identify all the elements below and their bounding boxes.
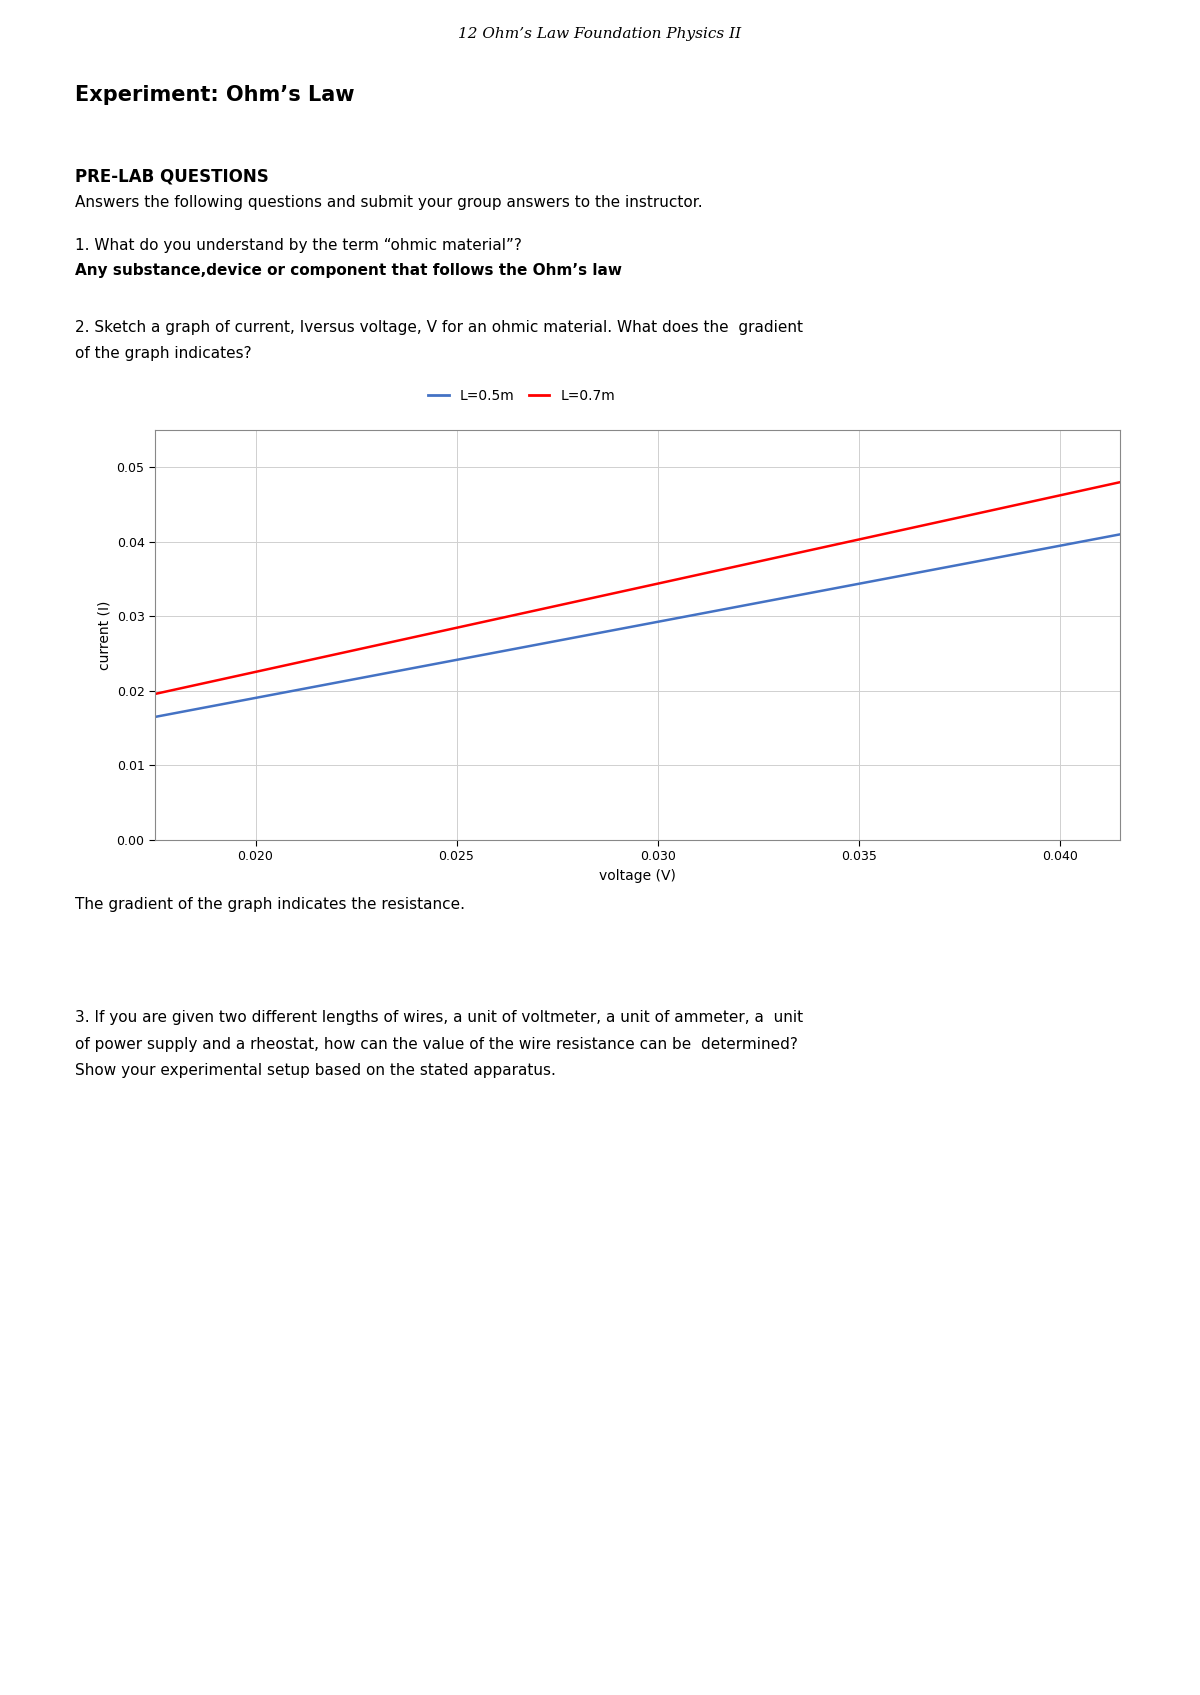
Text: Experiment: Ohm’s Law: Experiment: Ohm’s Law <box>74 85 354 105</box>
Text: PRE-LAB QUESTIONS: PRE-LAB QUESTIONS <box>74 168 269 186</box>
X-axis label: voltage (V): voltage (V) <box>599 870 676 883</box>
Text: 1. What do you understand by the term “ohmic material”?: 1. What do you understand by the term “o… <box>74 237 522 253</box>
Text: of power supply and a rheostat, how can the value of the wire resistance can be : of power supply and a rheostat, how can … <box>74 1037 798 1053</box>
Y-axis label: current (I): current (I) <box>97 600 112 670</box>
Text: 3. If you are given two different lengths of wires, a unit of voltmeter, a unit : 3. If you are given two different length… <box>74 1010 803 1025</box>
Text: Show your experimental setup based on the stated apparatus.: Show your experimental setup based on th… <box>74 1063 556 1078</box>
Text: Any substance,device or component that follows the Ohm’s law: Any substance,device or component that f… <box>74 263 622 278</box>
Text: of the graph indicates?: of the graph indicates? <box>74 346 252 361</box>
Text: 2. Sketch a graph of current, Iversus voltage, V for an ohmic material. What doe: 2. Sketch a graph of current, Iversus vo… <box>74 320 803 336</box>
Text: The gradient of the graph indicates the resistance.: The gradient of the graph indicates the … <box>74 897 466 912</box>
Text: Answers the following questions and submit your group answers to the instructor.: Answers the following questions and subm… <box>74 195 703 210</box>
Text: 12 Ohm’s Law Foundation Physics II: 12 Ohm’s Law Foundation Physics II <box>458 27 742 41</box>
Legend: L=0.5m, L=0.7m: L=0.5m, L=0.7m <box>422 383 620 408</box>
